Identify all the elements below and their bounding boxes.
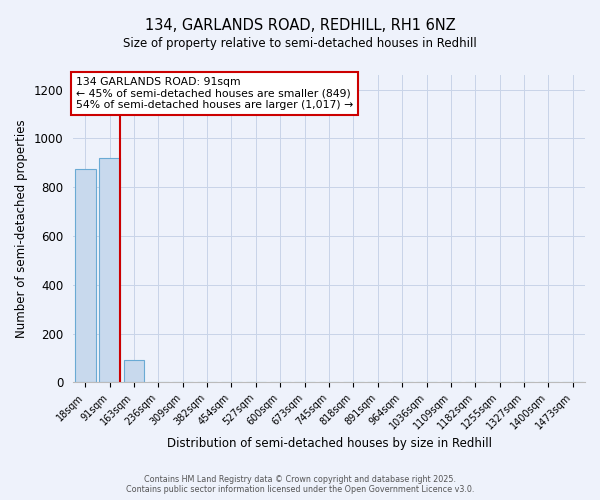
Text: Contains public sector information licensed under the Open Government Licence v3: Contains public sector information licen… — [126, 485, 474, 494]
Bar — [99, 158, 120, 382]
X-axis label: Distribution of semi-detached houses by size in Redhill: Distribution of semi-detached houses by … — [167, 437, 491, 450]
Bar — [124, 360, 145, 382]
Text: 134, GARLANDS ROAD, REDHILL, RH1 6NZ: 134, GARLANDS ROAD, REDHILL, RH1 6NZ — [145, 18, 455, 32]
Bar — [75, 168, 95, 382]
Text: Size of property relative to semi-detached houses in Redhill: Size of property relative to semi-detach… — [123, 38, 477, 51]
Text: 134 GARLANDS ROAD: 91sqm
← 45% of semi-detached houses are smaller (849)
54% of : 134 GARLANDS ROAD: 91sqm ← 45% of semi-d… — [76, 76, 353, 110]
Text: Contains HM Land Registry data © Crown copyright and database right 2025.: Contains HM Land Registry data © Crown c… — [144, 474, 456, 484]
Y-axis label: Number of semi-detached properties: Number of semi-detached properties — [15, 120, 28, 338]
